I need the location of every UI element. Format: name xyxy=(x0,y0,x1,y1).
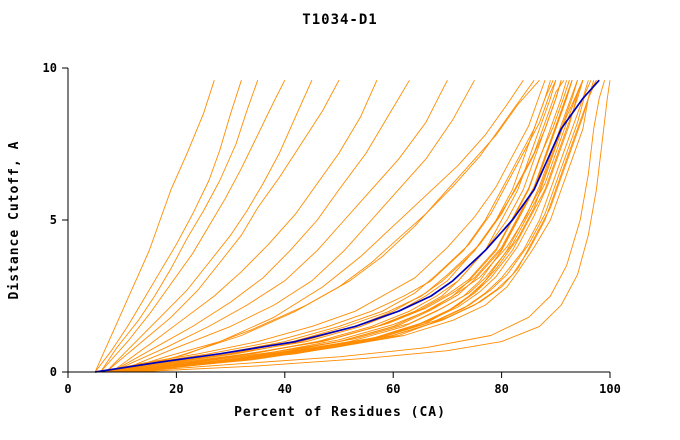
model-curve xyxy=(105,80,568,373)
model-curve xyxy=(105,80,313,373)
x-tick-label: 40 xyxy=(278,382,292,396)
y-tick-label: 0 xyxy=(50,365,57,379)
y-axis-label: Distance Cutoff, A xyxy=(7,141,22,300)
model-curve xyxy=(132,80,611,373)
plot-area: 0 20 40 60 80 100 0 5 10 xyxy=(43,61,621,396)
chart-title: T1034-D1 xyxy=(302,12,377,28)
model-curve xyxy=(127,80,606,373)
model-curve xyxy=(111,80,378,373)
ticks-layer: 0 20 40 60 80 100 0 5 10 xyxy=(43,61,621,396)
model-curve xyxy=(122,79,540,373)
model-curve xyxy=(100,80,259,373)
model-curve xyxy=(111,80,570,373)
y-tick-label: 5 xyxy=(50,213,57,227)
model-curve xyxy=(111,80,584,373)
model-curve xyxy=(100,80,546,373)
model-curve xyxy=(100,80,551,373)
model-curve xyxy=(100,80,562,373)
model-curve xyxy=(132,79,597,373)
model-curve xyxy=(116,79,475,373)
model-curve xyxy=(105,80,557,373)
model-curve xyxy=(111,80,562,373)
x-axis-label: Percent of Residues (CA) xyxy=(234,405,446,420)
x-tick-label: 0 xyxy=(64,382,71,396)
model-curve xyxy=(100,80,557,373)
model-curve xyxy=(111,79,410,373)
model-curve xyxy=(94,80,242,373)
model-curve xyxy=(100,80,554,373)
model-curve xyxy=(100,79,286,373)
model-curve xyxy=(116,79,524,373)
model-curve xyxy=(105,80,573,373)
x-tick-label: 20 xyxy=(169,382,183,396)
model-curve xyxy=(111,79,448,373)
model-curve xyxy=(105,79,340,373)
model-curve xyxy=(116,79,535,373)
x-tick-label: 80 xyxy=(494,382,508,396)
x-tick-label: 60 xyxy=(386,382,400,396)
curves-layer xyxy=(94,79,611,373)
model-curve xyxy=(94,80,215,373)
model-curve xyxy=(122,80,597,373)
model-curve xyxy=(127,80,592,373)
highlight-model-curve xyxy=(94,79,600,373)
model-curve xyxy=(105,79,565,373)
x-tick-label: 100 xyxy=(599,382,621,396)
y-tick-label: 10 xyxy=(43,61,57,75)
